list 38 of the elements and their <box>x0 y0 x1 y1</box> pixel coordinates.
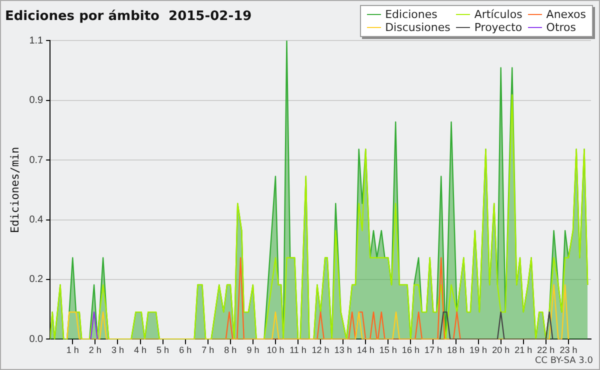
x-tick-label: 1 h <box>66 345 79 356</box>
x-tick-label: 20 h <box>492 345 510 356</box>
x-tick-label: 8 h <box>224 345 237 356</box>
x-tick-label: 23 h <box>560 345 578 356</box>
chart-title: Ediciones por ámbito 2015-02-19 <box>5 9 252 24</box>
x-tick-label: 3 h <box>111 345 124 356</box>
legend-label: Artículos <box>473 8 522 21</box>
y-tick-label: 0.2 <box>29 274 44 286</box>
legend-label: Discusiones <box>384 21 450 34</box>
x-tick-label: 21 h <box>514 345 532 356</box>
legend-label: Proyecto <box>473 21 522 34</box>
x-tick-label: 11 h <box>290 345 306 356</box>
y-tick-label: 1.1 <box>29 35 44 46</box>
x-tick-label: 7 h <box>202 345 214 356</box>
x-tick-label: 15 h <box>379 345 397 356</box>
y-tick-label: 0.4 <box>29 214 44 226</box>
x-tick-label: 13 h <box>334 345 352 356</box>
y-tick-label: 0.9 <box>29 95 44 106</box>
x-tick-label: 22 h <box>537 345 555 356</box>
legend-label: Otros <box>545 21 578 34</box>
y-tick-label: 0.0 <box>29 334 44 345</box>
x-tick-label: 14 h <box>356 345 374 356</box>
text: CC BY-SA 3.0 <box>535 356 594 366</box>
x-tick-label: 4 h <box>134 345 147 356</box>
x-tick-label: 12 h <box>312 345 330 356</box>
x-tick-label: 6 h <box>179 345 192 356</box>
x-tick-label: 16 h <box>402 345 420 356</box>
y-axis-title: Ediciones/min <box>8 146 22 233</box>
x-tick-label: 9 h <box>246 345 260 356</box>
x-tick-label: 5 h <box>156 345 170 356</box>
y-tick-label: 0.7 <box>29 154 44 166</box>
x-tick-label: 18 h <box>447 345 465 356</box>
x-tick-label: 10 h <box>266 345 284 356</box>
legend-label: Ediciones <box>384 8 438 21</box>
x-tick-label: 17 h <box>424 345 442 356</box>
x-tick-label: 19 h <box>470 345 488 356</box>
legend-label: Anexos <box>545 8 586 21</box>
x-tick-label: 2 h <box>88 345 102 356</box>
